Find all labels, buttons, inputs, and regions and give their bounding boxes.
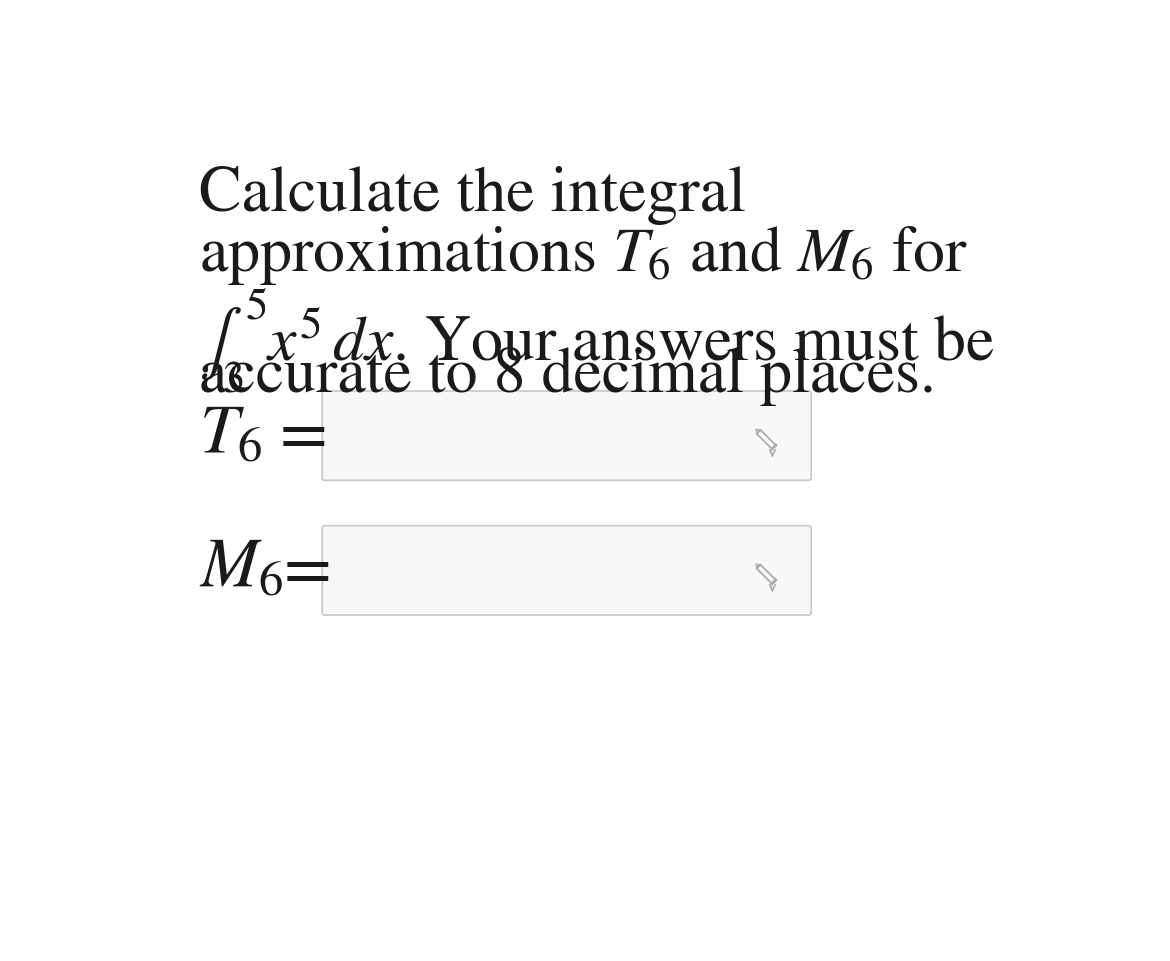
Text: $T_6$: $T_6$ xyxy=(199,405,262,467)
Text: $M_6$: $M_6$ xyxy=(199,539,283,602)
Polygon shape xyxy=(756,430,760,433)
Text: approximations $T_6$ and $M_6$ for: approximations $T_6$ and $M_6$ for xyxy=(199,224,968,287)
FancyBboxPatch shape xyxy=(322,526,811,615)
Text: $\int_3^5 x^5\, dx$. Your answers must be: $\int_3^5 x^5\, dx$. Your answers must b… xyxy=(199,285,994,395)
Text: $=$: $=$ xyxy=(273,539,329,602)
FancyBboxPatch shape xyxy=(322,391,811,480)
Polygon shape xyxy=(756,564,760,569)
Text: $=$: $=$ xyxy=(269,405,325,467)
Text: Calculate the integral: Calculate the integral xyxy=(199,166,746,225)
Text: accurate to 8 decimal places.: accurate to 8 decimal places. xyxy=(199,347,936,407)
